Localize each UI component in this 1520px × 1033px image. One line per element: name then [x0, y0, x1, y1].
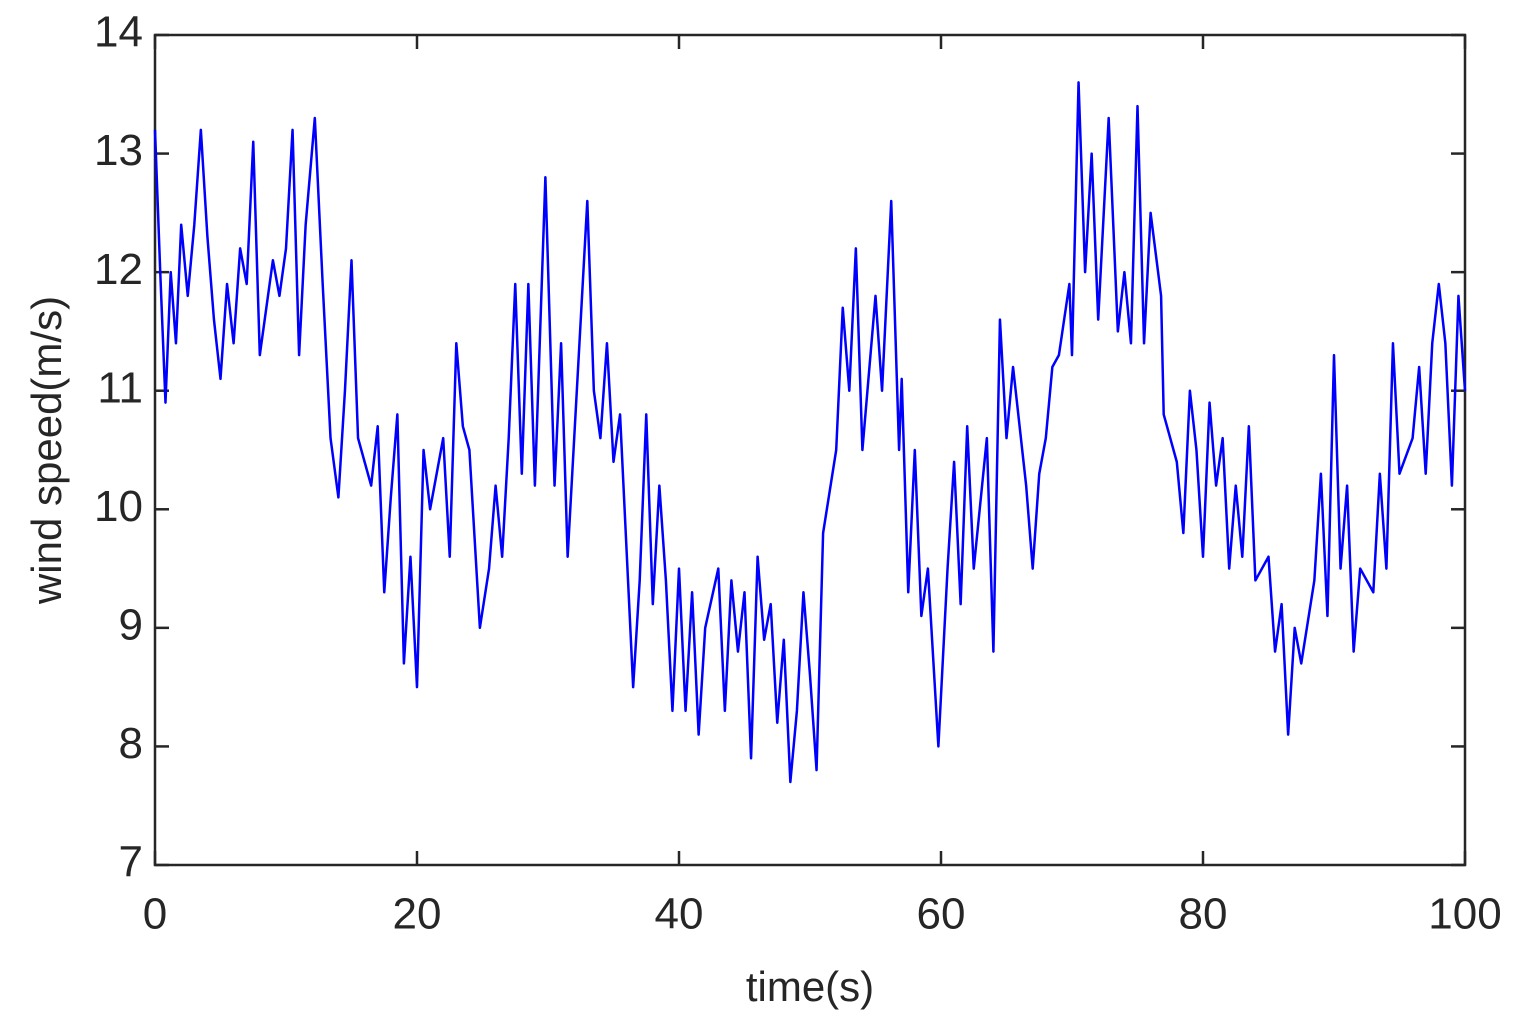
x-tick-label: 100	[1428, 890, 1501, 939]
x-tick-label: 20	[393, 890, 442, 939]
x-tick-label: 40	[655, 890, 704, 939]
y-axis-label: wind speed(m/s)	[23, 296, 70, 605]
x-tick-label: 60	[917, 890, 966, 939]
x-tick-label: 80	[1179, 890, 1228, 939]
plot-frame	[153, 33, 1467, 867]
y-tick-label: 10	[94, 482, 143, 531]
y-tick-label: 14	[94, 8, 143, 57]
y-tick-label: 9	[119, 600, 143, 649]
y-tick-label: 7	[119, 838, 143, 887]
y-tick-label: 11	[97, 363, 143, 412]
y-tick-label: 8	[119, 719, 143, 768]
y-tick-label: 12	[94, 245, 143, 294]
data-line	[153, 81, 1467, 784]
x-axis-label: time(s)	[746, 963, 874, 1010]
y-tick-label: 13	[94, 126, 143, 175]
x-tick-label: 0	[143, 890, 167, 939]
